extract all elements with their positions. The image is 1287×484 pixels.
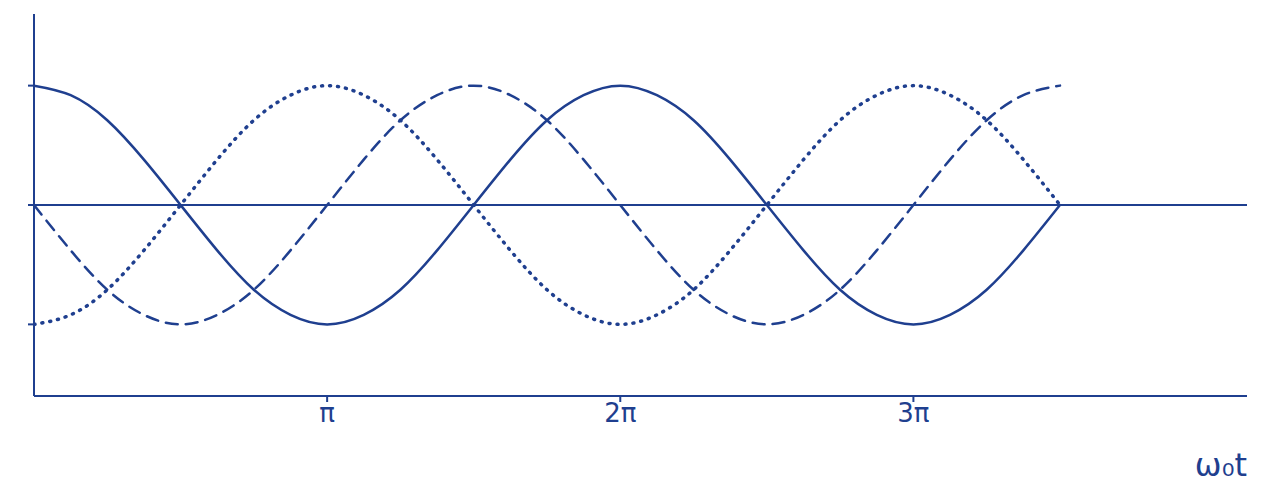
svg-text:2π: 2π: [604, 398, 636, 428]
svg-text:3π: 3π: [897, 398, 929, 428]
svg-text:ω₀t: ω₀t: [1195, 446, 1247, 484]
svg-text:π: π: [319, 398, 335, 428]
